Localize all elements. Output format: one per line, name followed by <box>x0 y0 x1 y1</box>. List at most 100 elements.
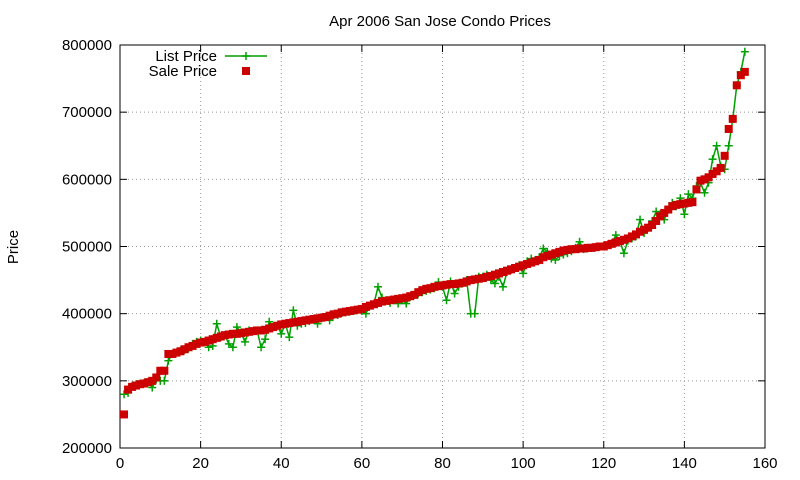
sale-price-point <box>591 243 600 252</box>
sale-price-point <box>273 321 282 330</box>
sale-price-point <box>305 315 314 324</box>
sale-price-point <box>208 335 217 344</box>
sale-price-point <box>648 221 657 230</box>
sale-price-point <box>515 262 524 271</box>
sale-price-point <box>120 410 129 419</box>
list-price-point <box>257 343 266 352</box>
sale-price-point <box>507 265 516 274</box>
sale-price-point <box>313 314 322 323</box>
sale-price-point <box>740 67 749 76</box>
sale-price-point <box>692 185 701 194</box>
sale-price-point <box>261 325 270 334</box>
list-price-point <box>228 343 237 352</box>
sale-price-point <box>333 309 342 318</box>
sale-price-point <box>511 263 520 272</box>
list-price-point <box>208 341 217 350</box>
sale-price-point <box>253 326 262 335</box>
sale-price-point <box>232 329 241 338</box>
sale-price-point <box>136 380 145 389</box>
legend-label-sale-price: Sale Price <box>149 63 217 80</box>
sale-price-point <box>434 282 443 291</box>
sale-price-point <box>712 167 721 176</box>
sale-price-point <box>277 320 286 329</box>
sale-price-point <box>128 382 137 391</box>
sale-price-point <box>567 245 576 254</box>
sale-price-point <box>124 385 133 394</box>
sale-price-point <box>317 313 326 322</box>
list-price-point <box>374 282 382 291</box>
sale-price-point <box>152 373 161 382</box>
sale-price-point <box>615 237 624 246</box>
sale-price-point <box>442 280 451 289</box>
sale-price-point <box>148 376 157 385</box>
sale-price-point <box>236 329 245 338</box>
sale-price-point <box>728 114 737 123</box>
sale-price-point <box>676 200 685 209</box>
sale-price-point <box>220 331 229 340</box>
sale-price-point <box>390 295 399 304</box>
sale-price-point <box>603 241 612 250</box>
x-tick-label: 60 <box>354 455 371 472</box>
x-tick-label: 100 <box>511 455 536 472</box>
sale-price-point <box>555 247 564 256</box>
list-price-point <box>289 306 298 315</box>
sale-price-point <box>353 305 362 314</box>
sale-price-point <box>289 318 298 327</box>
sale-price-point <box>708 169 717 178</box>
sale-price-point <box>309 315 318 324</box>
sale-price-point <box>430 282 439 291</box>
sale-price-point <box>490 270 499 279</box>
sale-price-point <box>422 284 431 293</box>
list-price-point <box>450 289 459 298</box>
sale-price-point <box>240 328 249 337</box>
sale-price-point <box>632 230 640 239</box>
list-price-point <box>619 249 628 258</box>
list-price-point <box>277 329 286 338</box>
sale-price-point <box>462 277 471 286</box>
sale-price-point <box>696 176 705 185</box>
sale-price-point <box>575 244 584 253</box>
list-price-point <box>636 215 645 224</box>
list-price-point <box>265 317 274 326</box>
list-price-point <box>740 47 749 56</box>
x-tick-label: 0 <box>116 455 124 472</box>
sale-price-point <box>321 313 330 322</box>
sale-price-point <box>438 281 447 290</box>
sale-price-point <box>732 81 741 90</box>
sale-price-point <box>196 338 205 347</box>
sale-price-point <box>369 300 378 309</box>
list-price-point <box>724 141 733 150</box>
list-price-point <box>470 309 479 318</box>
sale-price-point <box>394 294 403 303</box>
legend-swatch-sale-price <box>242 67 250 75</box>
sale-price-point <box>265 324 274 333</box>
sale-price-point <box>341 307 350 316</box>
list-price-point <box>684 190 693 199</box>
list-price-point <box>261 335 270 344</box>
sale-price-point <box>664 205 673 214</box>
list-price-point <box>551 255 560 264</box>
sale-price-point <box>224 330 233 339</box>
list-price-point <box>680 210 689 219</box>
sale-price-point <box>470 275 479 284</box>
sale-price-point <box>337 308 346 317</box>
sale-price-point <box>216 332 225 341</box>
list-price-point <box>361 309 370 318</box>
list-price-point <box>712 141 721 150</box>
sale-price-point <box>656 212 665 221</box>
sale-price-point <box>543 251 552 260</box>
list-price-point <box>240 337 249 346</box>
sale-price-point <box>672 200 681 209</box>
sale-price-point <box>684 198 693 207</box>
sale-price-point <box>140 379 149 388</box>
list-price-point <box>120 390 129 399</box>
list-price-point <box>652 207 661 216</box>
sale-price-point <box>720 151 729 160</box>
x-tick-label: 140 <box>672 455 697 472</box>
sale-price-point <box>587 243 596 252</box>
sale-price-point <box>132 381 141 390</box>
y-tick-label: 500000 <box>62 239 112 256</box>
sale-price-point <box>156 366 165 375</box>
